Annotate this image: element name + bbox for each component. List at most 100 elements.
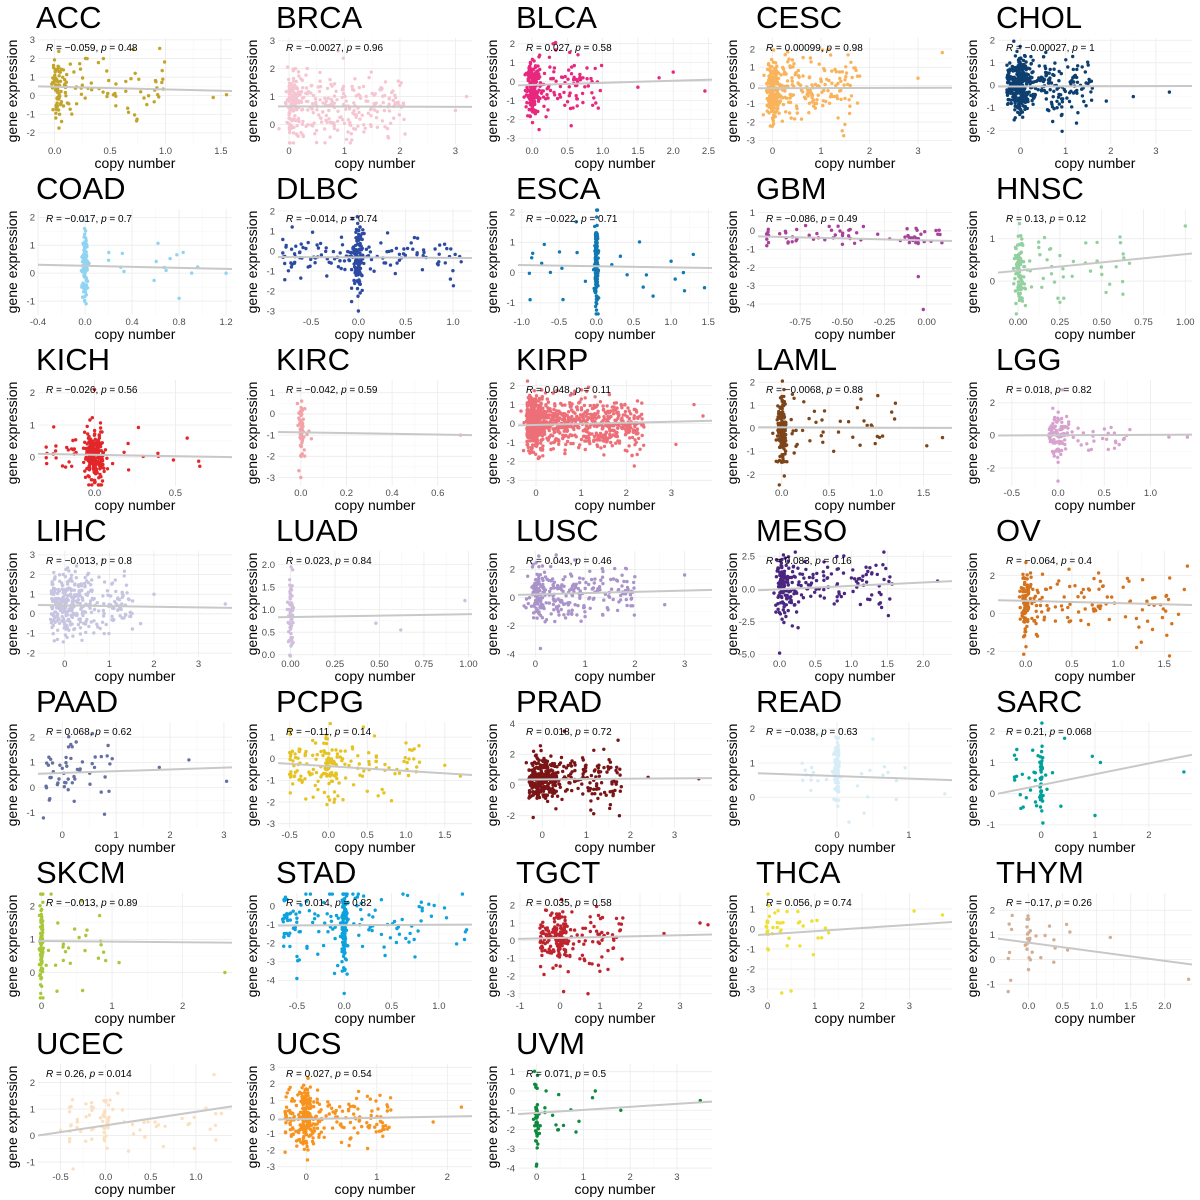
data-point — [816, 93, 820, 97]
data-point — [356, 271, 360, 276]
data-point — [570, 414, 574, 419]
data-point — [782, 387, 786, 392]
data-point — [300, 437, 305, 441]
data-point — [1029, 285, 1034, 289]
data-point — [682, 289, 687, 293]
data-point — [73, 582, 77, 586]
y-tick-label: 1 — [30, 241, 35, 252]
data-point — [54, 444, 58, 448]
data-point — [65, 445, 69, 450]
data-point — [531, 98, 535, 102]
data-point — [585, 77, 589, 81]
regression-line — [997, 433, 1193, 437]
data-point — [352, 278, 356, 283]
data-point — [821, 103, 825, 108]
data-point — [576, 586, 580, 591]
data-point — [287, 84, 291, 89]
data-point — [105, 456, 109, 460]
data-point — [91, 444, 95, 448]
x-axis-label: copy number — [335, 497, 416, 513]
data-point — [533, 420, 537, 424]
data-point — [547, 428, 551, 433]
data-point — [575, 97, 579, 101]
data-point — [575, 414, 579, 418]
data-point — [640, 433, 644, 438]
data-point — [301, 86, 305, 90]
data-point — [336, 49, 340, 53]
data-point — [58, 102, 63, 106]
x-tick-label: 0.5 — [399, 317, 412, 328]
data-point — [587, 416, 591, 420]
y-tick-label: -3 — [507, 476, 515, 487]
x-tick-label: 0.6 — [431, 488, 444, 499]
data-point — [548, 409, 553, 413]
data-point — [591, 268, 596, 272]
y-tick-label: -4 — [747, 299, 755, 310]
data-point — [535, 441, 539, 446]
data-point — [289, 588, 294, 592]
x-tick-label: 1 — [107, 659, 112, 670]
data-point — [607, 594, 611, 598]
y-axis-label: gene expression — [964, 211, 980, 314]
data-point — [836, 224, 840, 228]
correlation-annotation: R = 0.13, p = 0.12 — [1006, 214, 1087, 225]
data-point — [533, 64, 538, 68]
y-axis-label: gene expression — [724, 40, 740, 143]
y-tick-label: 3 — [270, 36, 275, 47]
data-point — [98, 483, 103, 487]
data-point — [530, 120, 535, 125]
data-point — [1063, 447, 1068, 451]
data-point — [357, 247, 361, 252]
data-point — [1069, 89, 1073, 94]
data-point — [790, 392, 795, 396]
data-point — [1084, 241, 1088, 245]
data-point — [1012, 282, 1016, 286]
data-point — [583, 85, 587, 89]
data-point — [306, 123, 310, 127]
data-point — [290, 85, 295, 90]
y-tick-label: 1 — [30, 589, 35, 600]
data-point — [81, 281, 85, 285]
y-tick-label: -3 — [507, 134, 515, 145]
data-point — [306, 265, 310, 269]
data-point — [54, 606, 59, 610]
data-point — [938, 232, 942, 237]
data-point — [554, 79, 558, 83]
data-point — [347, 258, 351, 262]
x-tick-label: -0.4 — [30, 317, 46, 328]
data-point — [100, 620, 105, 624]
data-point — [81, 268, 85, 272]
data-point — [291, 640, 295, 645]
data-point — [105, 94, 109, 99]
data-point — [635, 399, 640, 403]
data-point — [563, 403, 567, 407]
data-point — [527, 64, 532, 69]
data-point — [171, 458, 176, 462]
y-tick-label: 2 — [30, 388, 35, 399]
data-point — [525, 428, 530, 433]
data-point — [1013, 289, 1018, 293]
data-point — [629, 604, 633, 608]
data-point — [1083, 70, 1087, 74]
data-point — [784, 563, 788, 568]
data-point — [288, 108, 292, 113]
data-point — [573, 389, 577, 393]
data-point — [906, 233, 910, 238]
data-point — [86, 571, 91, 575]
data-point — [288, 116, 292, 121]
data-point — [401, 101, 406, 105]
data-point — [61, 75, 65, 80]
data-point — [530, 443, 535, 447]
data-point — [534, 409, 539, 414]
data-point — [786, 50, 790, 54]
data-point — [101, 90, 105, 94]
data-point — [552, 66, 557, 70]
data-point — [547, 413, 552, 417]
data-point — [540, 395, 544, 399]
data-point — [585, 389, 589, 394]
data-point — [1052, 89, 1056, 94]
data-point — [794, 71, 798, 75]
data-point — [558, 84, 563, 89]
data-point — [353, 77, 357, 81]
